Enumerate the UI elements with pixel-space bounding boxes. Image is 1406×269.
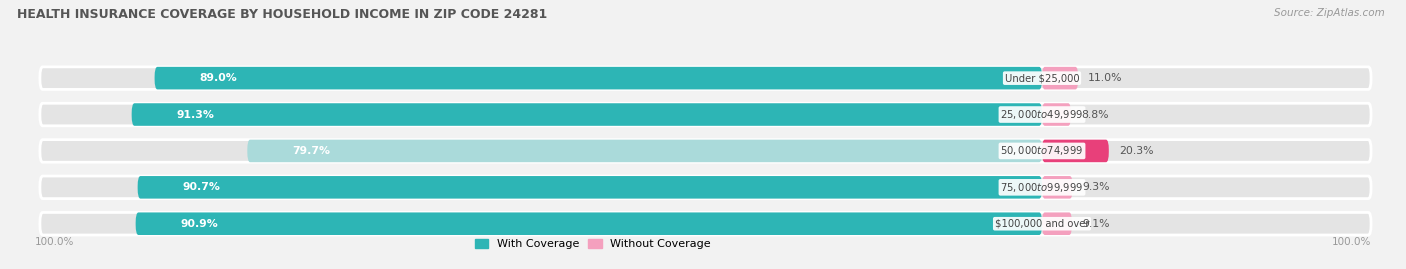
FancyBboxPatch shape	[39, 103, 1371, 126]
FancyBboxPatch shape	[39, 213, 1371, 235]
FancyBboxPatch shape	[39, 140, 1371, 162]
FancyBboxPatch shape	[1042, 140, 1109, 162]
Text: 100.0%: 100.0%	[35, 237, 75, 247]
FancyBboxPatch shape	[138, 176, 1042, 199]
Text: $25,000 to $49,999: $25,000 to $49,999	[1001, 108, 1084, 121]
Text: 91.3%: 91.3%	[177, 109, 214, 119]
Text: 9.1%: 9.1%	[1083, 219, 1109, 229]
Text: $50,000 to $74,999: $50,000 to $74,999	[1001, 144, 1084, 157]
FancyBboxPatch shape	[132, 103, 1042, 126]
Text: 11.0%: 11.0%	[1088, 73, 1122, 83]
Text: 90.9%: 90.9%	[180, 219, 218, 229]
Text: 9.3%: 9.3%	[1083, 182, 1111, 192]
Text: 20.3%: 20.3%	[1119, 146, 1153, 156]
FancyBboxPatch shape	[247, 140, 1042, 162]
FancyBboxPatch shape	[155, 67, 1042, 89]
Text: $75,000 to $99,999: $75,000 to $99,999	[1001, 181, 1084, 194]
Text: HEALTH INSURANCE COVERAGE BY HOUSEHOLD INCOME IN ZIP CODE 24281: HEALTH INSURANCE COVERAGE BY HOUSEHOLD I…	[17, 8, 547, 21]
Text: $100,000 and over: $100,000 and over	[995, 219, 1090, 229]
Text: Source: ZipAtlas.com: Source: ZipAtlas.com	[1274, 8, 1385, 18]
FancyBboxPatch shape	[1042, 213, 1071, 235]
Text: Under $25,000: Under $25,000	[1005, 73, 1080, 83]
FancyBboxPatch shape	[1042, 176, 1073, 199]
Text: 79.7%: 79.7%	[292, 146, 330, 156]
FancyBboxPatch shape	[39, 67, 1371, 89]
Legend: With Coverage, Without Coverage: With Coverage, Without Coverage	[471, 234, 716, 253]
FancyBboxPatch shape	[1042, 67, 1078, 89]
Text: 8.8%: 8.8%	[1081, 109, 1108, 119]
FancyBboxPatch shape	[135, 213, 1042, 235]
Text: 90.7%: 90.7%	[183, 182, 221, 192]
FancyBboxPatch shape	[39, 176, 1371, 199]
FancyBboxPatch shape	[1042, 103, 1071, 126]
Text: 89.0%: 89.0%	[200, 73, 238, 83]
Text: 100.0%: 100.0%	[1331, 237, 1371, 247]
